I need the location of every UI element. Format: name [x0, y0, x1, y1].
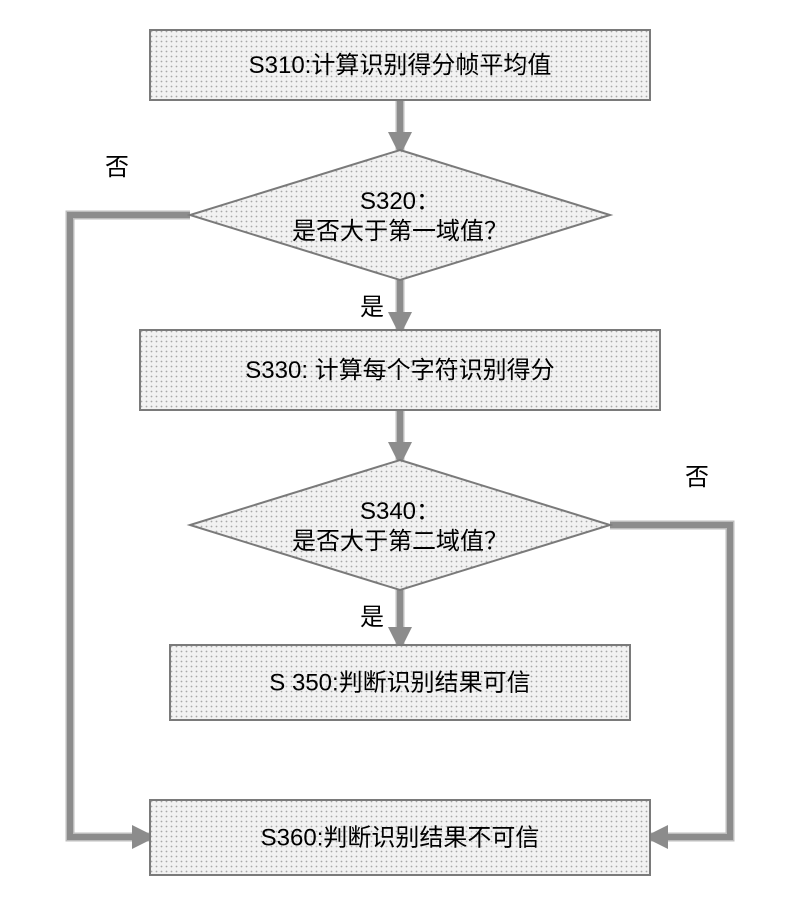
node-s320: S320： 是否大于第一域值？ [190, 150, 610, 280]
edge-label-e6: 否 [685, 464, 709, 491]
edge-label-e2: 是 [360, 294, 384, 321]
edge-e3-shadow [70, 215, 190, 837]
node-text2-s340: 是否大于第二域值？ [292, 528, 508, 555]
node-text-s330: S330: 计算每个字符识别得分 [245, 357, 554, 384]
edge-e3 [70, 215, 190, 837]
node-text-s360: S360:判断识别结果不可信 [261, 825, 540, 852]
node-text1-s340: S340： [360, 498, 440, 525]
node-text2-s320: 是否大于第一域值？ [292, 218, 508, 245]
node-s360: S360:判断识别结果不可信 [150, 800, 650, 875]
node-s340: S340： 是否大于第二域值？ [190, 460, 610, 590]
node-s350: S 350:判断识别结果可信 [170, 645, 630, 720]
edge-label-e5: 是 [360, 604, 384, 631]
edge-label-e3: 否 [105, 154, 129, 181]
node-text-s350: S 350:判断识别结果可信 [269, 670, 530, 697]
node-s330: S330: 计算每个字符识别得分 [140, 330, 660, 410]
node-text1-s320: S320： [360, 188, 440, 215]
node-text-s310: S310:计算识别得分帧平均值 [249, 52, 552, 79]
node-s310: S310:计算识别得分帧平均值 [150, 30, 650, 100]
